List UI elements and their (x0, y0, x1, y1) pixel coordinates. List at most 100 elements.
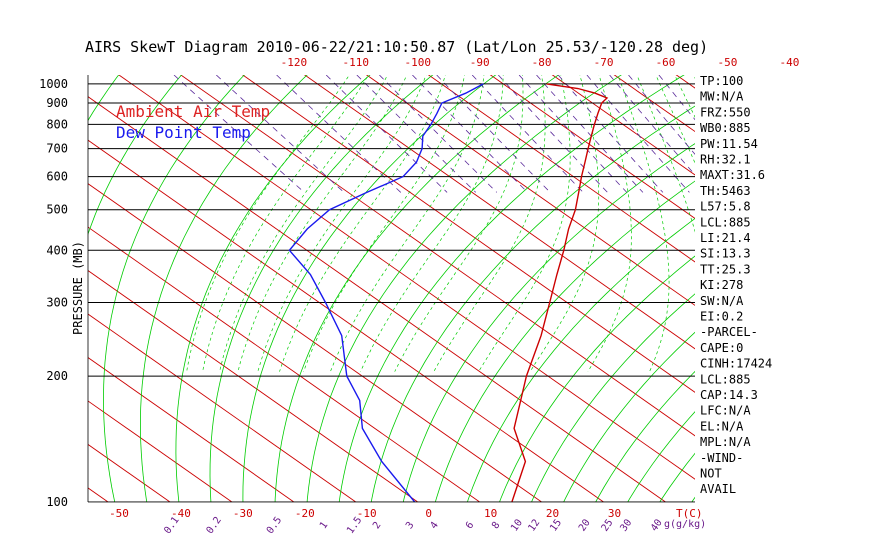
isotherm-line (118, 75, 695, 480)
mixing-ratio-label: 0.5 (265, 515, 284, 536)
isotherm-line (365, 75, 695, 306)
moist-adiabat-line (279, 75, 446, 372)
mixing-ratio-label: 4 (428, 520, 440, 531)
dry-adiabat-line (804, 67, 870, 521)
grid-lines (88, 67, 870, 522)
moist-adiabat-line (330, 75, 485, 372)
bottom-temp-tick-label: 0 (425, 507, 432, 520)
mixing-ratio-line (216, 75, 345, 193)
bottom-temp-tick-label: -30 (233, 507, 253, 520)
stability-index-label: CAPE:0 (700, 341, 743, 355)
stability-index-label: RH:32.1 (700, 153, 751, 167)
top-temp-tick-label: -80 (532, 56, 552, 69)
isotherm-line (489, 75, 695, 219)
axis-labels: 0.1 0.2 0.5 1 1.5 2 3 4 6 8 10 12 15 20 25 30 4010020030… (39, 56, 799, 536)
mixing-ratio-label: 1 (318, 520, 330, 531)
stability-index-label: LCL:885 (700, 372, 751, 386)
pressure-tick-label: 700 (46, 142, 68, 156)
dry-adiabat-line (370, 105, 695, 502)
bottom-temp-tick-label: 20 (546, 507, 559, 520)
stability-index-label: KI:278 (700, 278, 743, 292)
stability-index-label: FRZ:550 (700, 105, 751, 119)
bottom-temp-tick-label: 30 (608, 507, 621, 520)
top-temp-tick-label: -100 (405, 56, 432, 69)
mixing-ratio-label: 12 (526, 517, 542, 533)
isotherm-line (88, 183, 543, 502)
dry-adiabat-line (466, 218, 695, 502)
stability-index-label: L57:5.8 (700, 200, 751, 214)
bottom-temp-tick-label: 10 (484, 507, 497, 520)
dry-adiabat-line (563, 331, 695, 502)
top-temp-tick-label: -120 (281, 56, 308, 69)
dry-adiabat-line (175, 75, 371, 502)
moist-adiabat-line (257, 75, 427, 372)
moist-adiabat-line (303, 75, 465, 372)
dry-adiabat-line (434, 180, 695, 502)
stability-index-label: CINH:17424 (700, 357, 772, 371)
mixing-ratio-line (173, 75, 305, 193)
pressure-tick-label: 800 (46, 117, 68, 131)
isotherm-line (551, 75, 695, 176)
isotherm-line (242, 75, 695, 393)
pressure-tick-label: 400 (46, 243, 68, 257)
pressure-tick-label: 200 (46, 369, 68, 383)
stability-index-label: SI:13.3 (700, 247, 751, 261)
stability-index-label: NOT (700, 467, 722, 481)
ambient-air-temp-line (511, 83, 609, 502)
dry-adiabat-line (139, 75, 308, 502)
isotherm-line (88, 139, 605, 502)
isotherm-line (427, 75, 695, 263)
stability-index-label: SW:N/A (700, 294, 744, 308)
mixing-ratio-line (325, 75, 448, 193)
moist-adiabat-line (587, 75, 632, 372)
top-temp-tick-label: -90 (470, 56, 490, 69)
mixing-ratio-label: 40 (649, 517, 665, 533)
pressure-tick-label: 1000 (39, 77, 68, 91)
top-temp-tick-label: -110 (343, 56, 370, 69)
legend-ambient-air-temp: Ambient Air Temp (116, 102, 270, 121)
stability-index-label: TT:25.3 (700, 262, 751, 276)
stability-index-label: MAXT:31.6 (700, 168, 765, 182)
moist-adiabat-line (394, 75, 524, 372)
stability-index-label: TH:5463 (700, 184, 751, 198)
isotherm-line (180, 75, 695, 437)
moist-adiabat-line (478, 75, 571, 372)
x-axis-unit-label: T(C) (676, 507, 703, 520)
mixing-ratio-label: 8 (490, 520, 502, 531)
dry-adiabat-line (531, 293, 695, 502)
moist-adiabat-line (219, 75, 388, 372)
chart-title: AIRS SkewT Diagram 2010-06-22/21:10:50.8… (85, 38, 708, 56)
isotherm-line (88, 313, 357, 502)
isotherm-line (88, 356, 295, 502)
mixing-ratio-line (609, 75, 695, 176)
dry-adiabat-line (835, 67, 870, 521)
mixing-ratio-line (518, 75, 628, 193)
mixing-ratio-label: 6 (464, 520, 476, 531)
stability-index-label: LFC:N/A (700, 404, 751, 418)
isotherm-line (675, 75, 695, 89)
moist-adiabat-line (433, 75, 546, 372)
moist-adiabat-line (202, 75, 369, 372)
top-temp-tick-label: -50 (717, 56, 737, 69)
stability-index-label: CAP:14.3 (700, 388, 758, 402)
isotherm-line (788, 67, 870, 522)
legend-dew-point-temp: Dew Point Temp (116, 123, 251, 142)
dry-adiabat-line (103, 75, 245, 502)
pressure-tick-label: 300 (46, 296, 68, 310)
mixing-ratio-label: 10 (509, 517, 525, 533)
isotherm-line (88, 443, 171, 502)
mixing-ratio-label: 3 (404, 520, 416, 531)
stability-index-label: AVAIL (700, 482, 736, 496)
dry-adiabat-line (866, 67, 870, 521)
dry-adiabat-line (306, 75, 622, 502)
dry-adiabat-line (338, 75, 685, 502)
stability-index-label: EL:N/A (700, 419, 744, 433)
stability-index-label: -PARCEL- (700, 325, 758, 339)
pressure-tick-label: 900 (46, 96, 68, 110)
stability-index-label: PW:11.54 (700, 137, 758, 151)
stability-index-label: MW:N/A (700, 90, 744, 104)
profile-lines (288, 83, 609, 502)
stability-index-label: WB0:885 (700, 121, 751, 135)
moist-adiabat-line (186, 75, 350, 372)
